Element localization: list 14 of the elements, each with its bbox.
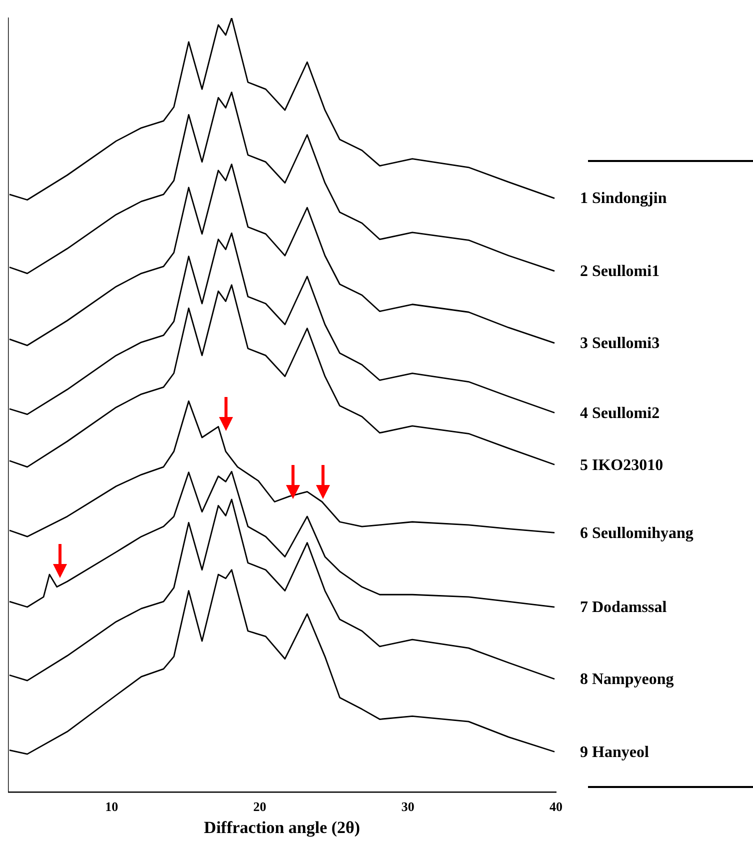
series-label: 6 Seullomihyang	[580, 524, 694, 543]
series-label: 3 Seullomi3	[580, 335, 660, 354]
series-label: 8 Nampyeong	[580, 670, 674, 689]
series-label: 1 Sindongjin	[580, 190, 667, 208]
x-axis-title: Diffraction angle (2θ)	[204, 818, 360, 838]
series-label: 5 IKO23010	[580, 456, 664, 475]
x-tick-label: 30	[401, 799, 414, 814]
series-label: 2 Seullomi1	[580, 263, 660, 282]
series-label: 7 Dodamssal	[580, 599, 667, 617]
x-tick-label: 20	[253, 799, 266, 814]
series-label: 9 Hanyeol	[580, 744, 649, 762]
x-tick-label: 10	[105, 799, 118, 814]
x-tick-label: 40	[550, 799, 562, 814]
series-label: 4 Seullomi2	[580, 404, 660, 423]
